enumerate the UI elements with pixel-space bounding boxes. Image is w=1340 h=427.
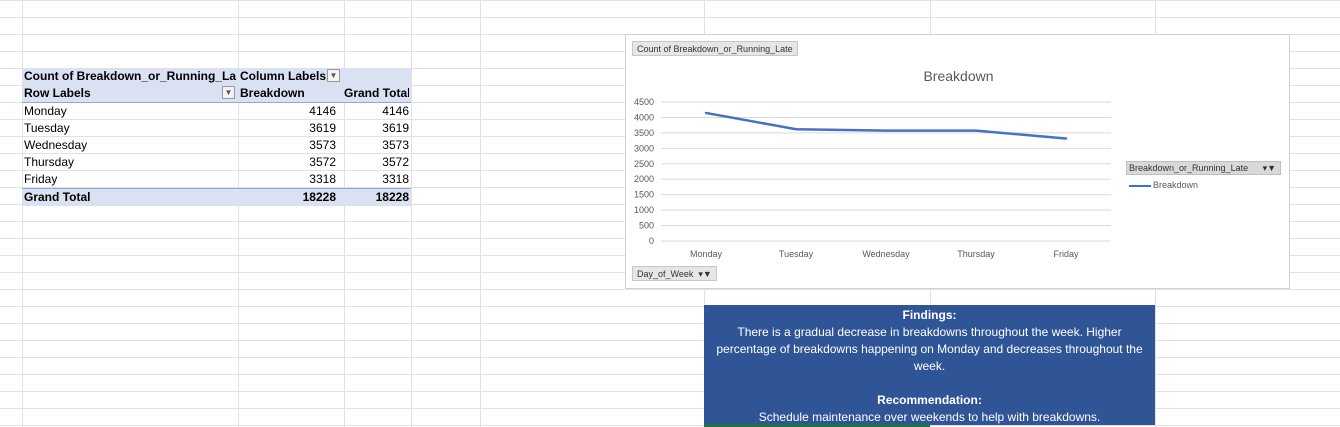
axis-field-button[interactable]: Day_of_Week ▾▼ (632, 266, 717, 281)
axis-field-filter-icon[interactable]: ▾▼ (695, 269, 712, 279)
y-tick-label: 3500 (634, 128, 654, 138)
data-point (704, 111, 708, 115)
row-label: Monday (24, 104, 67, 118)
value-field-button[interactable]: Count of Breakdown_or_Running_Late (632, 41, 798, 56)
legend-field-button[interactable]: Breakdown_or_Running_Late ▾▼ (1126, 161, 1281, 175)
grand-total-breakdown: 18228 (302, 190, 336, 204)
chart-plot-area[interactable]: 0 500 1000 1500 2000 2500 3000 3500 4000 4500 Mond… (626, 35, 1291, 265)
active-cell-border (704, 424, 930, 427)
grand-total-value: 18228 (375, 190, 409, 204)
table-row[interactable]: Thursday 3572 3572 (22, 154, 411, 171)
legend-entry[interactable]: Breakdown (1129, 180, 1198, 190)
breakdown-count: 3573 (309, 138, 336, 152)
y-tick-label: 0 (649, 236, 654, 246)
findings-box[interactable]: Findings: There is a gradual decrease in… (704, 305, 1155, 425)
pivot-col-breakdown[interactable]: Breakdown (240, 86, 305, 100)
pivot-table[interactable]: Count of Breakdown_or_Running_Late Colum… (22, 68, 411, 206)
data-point (884, 129, 888, 132)
data-point (1064, 137, 1068, 140)
breakdown-count: 3619 (309, 121, 336, 135)
table-row[interactable]: Tuesday 3619 3619 (22, 120, 411, 137)
pivot-grand-total-row[interactable]: Grand Total 18228 18228 (22, 188, 411, 206)
row-label: Tuesday (24, 121, 70, 135)
y-tick-label: 4000 (634, 112, 654, 122)
pivot-column-labels[interactable]: Column Labels (240, 69, 327, 83)
legend-line-swatch (1129, 184, 1151, 187)
breakdown-count: 3318 (309, 172, 336, 186)
row-label: Thursday (24, 155, 75, 169)
pivot-chart[interactable]: Count of Breakdown_or_Running_Late Break… (625, 34, 1290, 289)
grand-total-count: 3572 (382, 155, 409, 169)
data-point (794, 128, 798, 131)
findings-title: Findings: (902, 308, 957, 322)
legend-filter-icon[interactable]: ▾▼ (1262, 163, 1276, 173)
y-tick-label: 2000 (634, 174, 654, 184)
recommendation-title: Recommendation: (877, 393, 982, 407)
x-tick-label: Monday (690, 249, 723, 259)
x-tick-label: Friday (1053, 249, 1079, 259)
x-tick-label: Wednesday (862, 249, 910, 259)
pivot-col-grand-total[interactable]: Grand Total (344, 86, 409, 100)
pivot-header-row-1: Count of Breakdown_or_Running_Late Colum… (22, 68, 411, 85)
table-row[interactable]: Wednesday 3573 3573 (22, 137, 411, 154)
legend-entry-label: Breakdown (1153, 180, 1199, 190)
row-label: Wednesday (24, 138, 88, 152)
legend-field-label: Breakdown_or_Running_Late (1129, 163, 1249, 173)
x-tick-label: Tuesday (779, 249, 814, 259)
grand-total-count: 3619 (382, 121, 409, 135)
pivot-body: Monday 4146 4146 Tuesday 3619 3619 Wednesday 35… (22, 103, 411, 188)
x-tick-label: Thursday (957, 249, 995, 259)
data-point (974, 129, 978, 132)
y-tick-label: 3000 (634, 143, 654, 153)
row-filter-icon[interactable]: ▼ (222, 86, 235, 99)
pivot-data-field[interactable]: Count of Breakdown_or_Running_Late (24, 69, 236, 83)
breakdown-count: 3572 (309, 155, 336, 169)
table-row[interactable]: Monday 4146 4146 (22, 103, 411, 120)
grand-total-count: 3573 (382, 138, 409, 152)
pivot-header-row-2: Row Labels ▼ Breakdown Grand Total (22, 85, 411, 103)
y-tick-label: 2500 (634, 159, 654, 169)
series-line (705, 111, 1067, 140)
y-tick-label: 500 (639, 221, 654, 231)
recommendation-text: Schedule maintenance over weekends to he… (758, 410, 1101, 424)
grand-total-label: Grand Total (24, 190, 91, 204)
column-filter-icon[interactable]: ▼ (327, 69, 340, 82)
grand-total-count: 4146 (382, 104, 409, 118)
axis-field-label: Day_of_Week (637, 269, 694, 279)
table-row[interactable]: Friday 3318 3318 (22, 171, 411, 188)
pivot-row-labels[interactable]: Row Labels (24, 86, 91, 100)
y-tick-label: 1500 (634, 190, 654, 200)
y-tick-label: 4500 (634, 97, 654, 107)
findings-spacer (704, 375, 1155, 392)
findings-text: There is a gradual decrease in breakdown… (716, 325, 1143, 373)
grand-total-count: 3318 (382, 172, 409, 186)
y-tick-label: 1000 (634, 205, 654, 215)
row-label: Friday (24, 172, 58, 186)
chart-title[interactable]: Breakdown (923, 68, 994, 84)
breakdown-count: 4146 (309, 104, 336, 118)
